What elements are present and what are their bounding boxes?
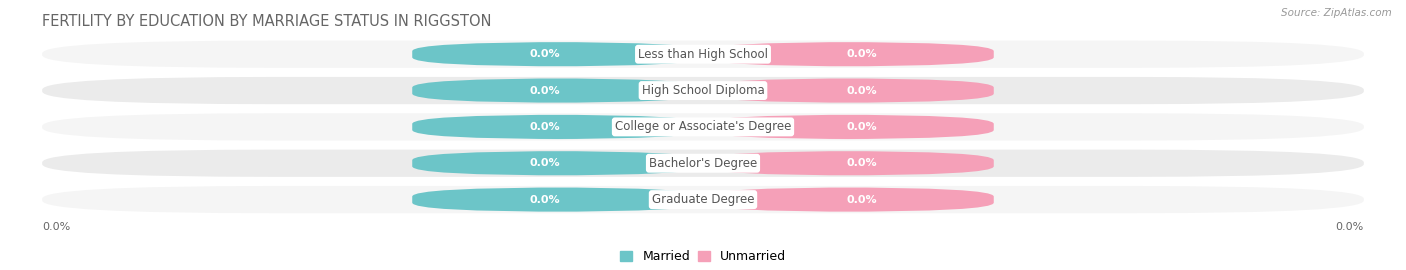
FancyBboxPatch shape [703,78,994,103]
FancyBboxPatch shape [412,42,703,66]
FancyBboxPatch shape [412,78,703,103]
FancyBboxPatch shape [412,115,703,139]
Text: Graduate Degree: Graduate Degree [652,193,754,206]
Text: 0.0%: 0.0% [846,195,877,205]
Text: 0.0%: 0.0% [846,122,877,132]
Text: 0.0%: 0.0% [846,158,877,168]
Text: 0.0%: 0.0% [846,49,877,59]
Text: FERTILITY BY EDUCATION BY MARRIAGE STATUS IN RIGGSTON: FERTILITY BY EDUCATION BY MARRIAGE STATU… [42,14,492,29]
Legend: Married, Unmarried: Married, Unmarried [614,245,792,268]
FancyBboxPatch shape [703,151,994,176]
FancyBboxPatch shape [42,150,1364,177]
Text: Bachelor's Degree: Bachelor's Degree [650,157,756,170]
FancyBboxPatch shape [412,151,703,176]
Text: 0.0%: 0.0% [42,222,70,232]
Text: 0.0%: 0.0% [529,122,560,132]
Text: 0.0%: 0.0% [529,158,560,168]
FancyBboxPatch shape [703,42,994,66]
FancyBboxPatch shape [42,186,1364,213]
FancyBboxPatch shape [703,115,994,139]
FancyBboxPatch shape [42,40,1364,68]
Text: College or Associate's Degree: College or Associate's Degree [614,120,792,133]
Text: 0.0%: 0.0% [846,86,877,96]
Text: 0.0%: 0.0% [1336,222,1364,232]
FancyBboxPatch shape [412,187,703,212]
Text: High School Diploma: High School Diploma [641,84,765,97]
FancyBboxPatch shape [42,113,1364,140]
Text: Less than High School: Less than High School [638,48,768,61]
Text: 0.0%: 0.0% [529,86,560,96]
FancyBboxPatch shape [42,77,1364,104]
FancyBboxPatch shape [703,187,994,212]
Text: 0.0%: 0.0% [529,49,560,59]
Text: Source: ZipAtlas.com: Source: ZipAtlas.com [1281,8,1392,18]
Text: 0.0%: 0.0% [529,195,560,205]
